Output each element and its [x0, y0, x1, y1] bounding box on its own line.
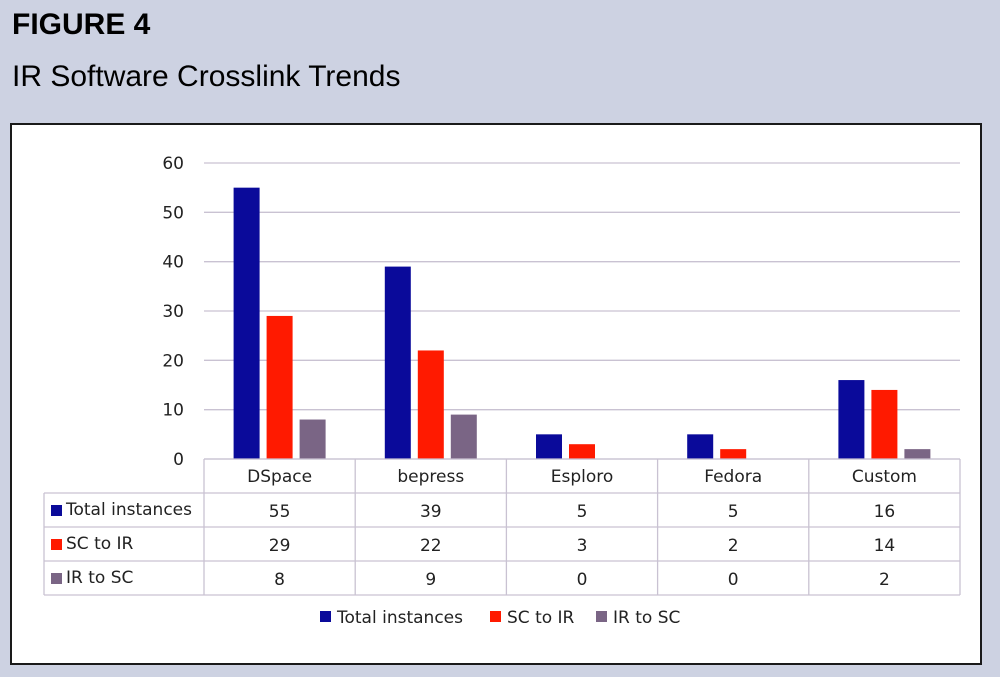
chart-container: 0 10 20 30 40 50 60 DSpace bepress Esploro Fedora C…: [10, 123, 982, 665]
y-tick-label: 30: [162, 302, 184, 322]
table-cell: 3: [577, 536, 588, 556]
bar-sc-to-ir-bepress: [417, 350, 444, 459]
table-cell: 5: [728, 502, 739, 522]
category-label: Custom: [852, 467, 917, 487]
bar-sc-to-ir-esploro: [569, 444, 595, 459]
bar-total-instances-fedora: [687, 434, 714, 459]
legend-key: [596, 611, 607, 622]
y-tick-label: 10: [162, 401, 184, 421]
category-label: Esploro: [551, 467, 614, 487]
table-legend-key: [51, 505, 62, 516]
table-legend-key: [51, 539, 62, 550]
table-row-label: IR to SC: [66, 568, 133, 588]
table-cell: 8: [274, 570, 285, 590]
table-cell: 2: [728, 536, 739, 556]
bar-total-instances-dspace: [233, 187, 260, 459]
table-cell: 29: [269, 536, 291, 556]
table-cell: 14: [874, 536, 896, 556]
table-row-label: Total instances: [65, 500, 192, 520]
bar-total-instances-bepress: [384, 266, 411, 459]
table-cell: 2: [879, 570, 890, 590]
figure-label: FIGURE 4: [12, 8, 151, 41]
bar-ir-to-sc-custom: [904, 449, 931, 459]
y-tick-label: 60: [162, 154, 184, 174]
category-label: bepress: [397, 467, 464, 487]
legend-label: SC to IR: [507, 608, 575, 628]
bar-sc-to-ir-dspace: [266, 315, 293, 459]
bar-ir-to-sc-dspace: [299, 419, 326, 459]
bar-total-instances-custom: [838, 380, 865, 459]
table-legend-key: [51, 573, 62, 584]
legend-label: Total instances: [336, 608, 463, 628]
category-label: DSpace: [247, 467, 312, 487]
bar-sc-to-ir-custom: [871, 389, 898, 459]
y-tick-label: 0: [173, 450, 184, 470]
table-cell: 55: [269, 502, 291, 522]
table-cell: 9: [425, 570, 436, 590]
legend-key: [320, 611, 331, 622]
bar-total-instances-esploro: [536, 434, 562, 459]
category-label: Fedora: [704, 467, 762, 487]
table-cell: 5: [577, 502, 588, 522]
y-tick-label: 40: [162, 253, 184, 273]
bar-sc-to-ir-fedora: [720, 449, 747, 459]
table-cell: 16: [874, 502, 896, 522]
table-cell: 0: [577, 570, 588, 590]
table-cell: 39: [420, 502, 442, 522]
y-tick-label: 20: [162, 351, 184, 371]
table-cell: 22: [420, 536, 442, 556]
figure-title: IR Software Crosslink Trends: [12, 60, 401, 93]
bar-ir-to-sc-bepress: [450, 414, 477, 459]
legend-label: IR to SC: [613, 608, 680, 628]
table-row-label: SC to IR: [66, 534, 134, 554]
table-cell: 0: [728, 570, 739, 590]
y-tick-label: 50: [162, 203, 184, 223]
legend-key: [490, 611, 501, 622]
